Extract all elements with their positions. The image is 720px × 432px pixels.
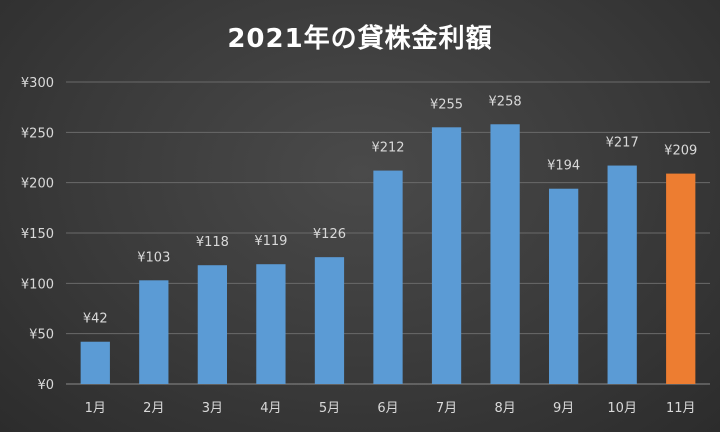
x-tick-label: 5月: [319, 401, 340, 416]
bar: [80, 341, 110, 384]
x-tick-label: 9月: [553, 401, 574, 416]
bar: [373, 170, 403, 384]
data-label: ¥217: [606, 136, 639, 151]
bar: [549, 188, 579, 384]
y-tick-label: ¥250: [21, 126, 54, 141]
y-tick-label: ¥0: [37, 378, 54, 393]
x-tick-label: 3月: [202, 401, 223, 416]
x-tick-label: 8月: [494, 401, 515, 416]
bar: [607, 165, 637, 384]
x-tick-label: 2月: [143, 401, 164, 416]
bar: [139, 280, 169, 384]
bar: [197, 265, 227, 384]
chart-title: 2021年の貸株金利額: [227, 24, 493, 54]
y-tick-label: ¥300: [21, 76, 54, 91]
data-label: ¥194: [547, 159, 580, 174]
data-label: ¥255: [430, 97, 463, 112]
data-label: ¥119: [254, 234, 287, 249]
data-label: ¥258: [489, 94, 522, 109]
y-tick-label: ¥200: [21, 177, 54, 192]
y-tick-label: ¥50: [29, 328, 54, 343]
data-label: ¥118: [196, 235, 229, 250]
bar: [314, 257, 345, 384]
bar: [431, 127, 462, 385]
y-tick-label: ¥150: [21, 227, 54, 242]
data-label: ¥103: [137, 250, 170, 265]
y-tick-label: ¥100: [21, 277, 54, 292]
x-tick-label: 6月: [377, 401, 398, 416]
data-label: ¥212: [371, 141, 404, 156]
bar: [490, 124, 520, 384]
x-tick-label: 1月: [85, 401, 106, 416]
x-tick-label: 4月: [260, 401, 281, 416]
bar: [256, 264, 286, 384]
x-tick-label: 7月: [436, 401, 457, 416]
data-label: ¥209: [664, 144, 697, 159]
bar: [666, 173, 696, 384]
x-tick-label: 11月: [666, 401, 696, 416]
data-label: ¥126: [313, 227, 346, 242]
x-tick-label: 10月: [607, 401, 637, 416]
data-label: ¥42: [83, 312, 108, 327]
